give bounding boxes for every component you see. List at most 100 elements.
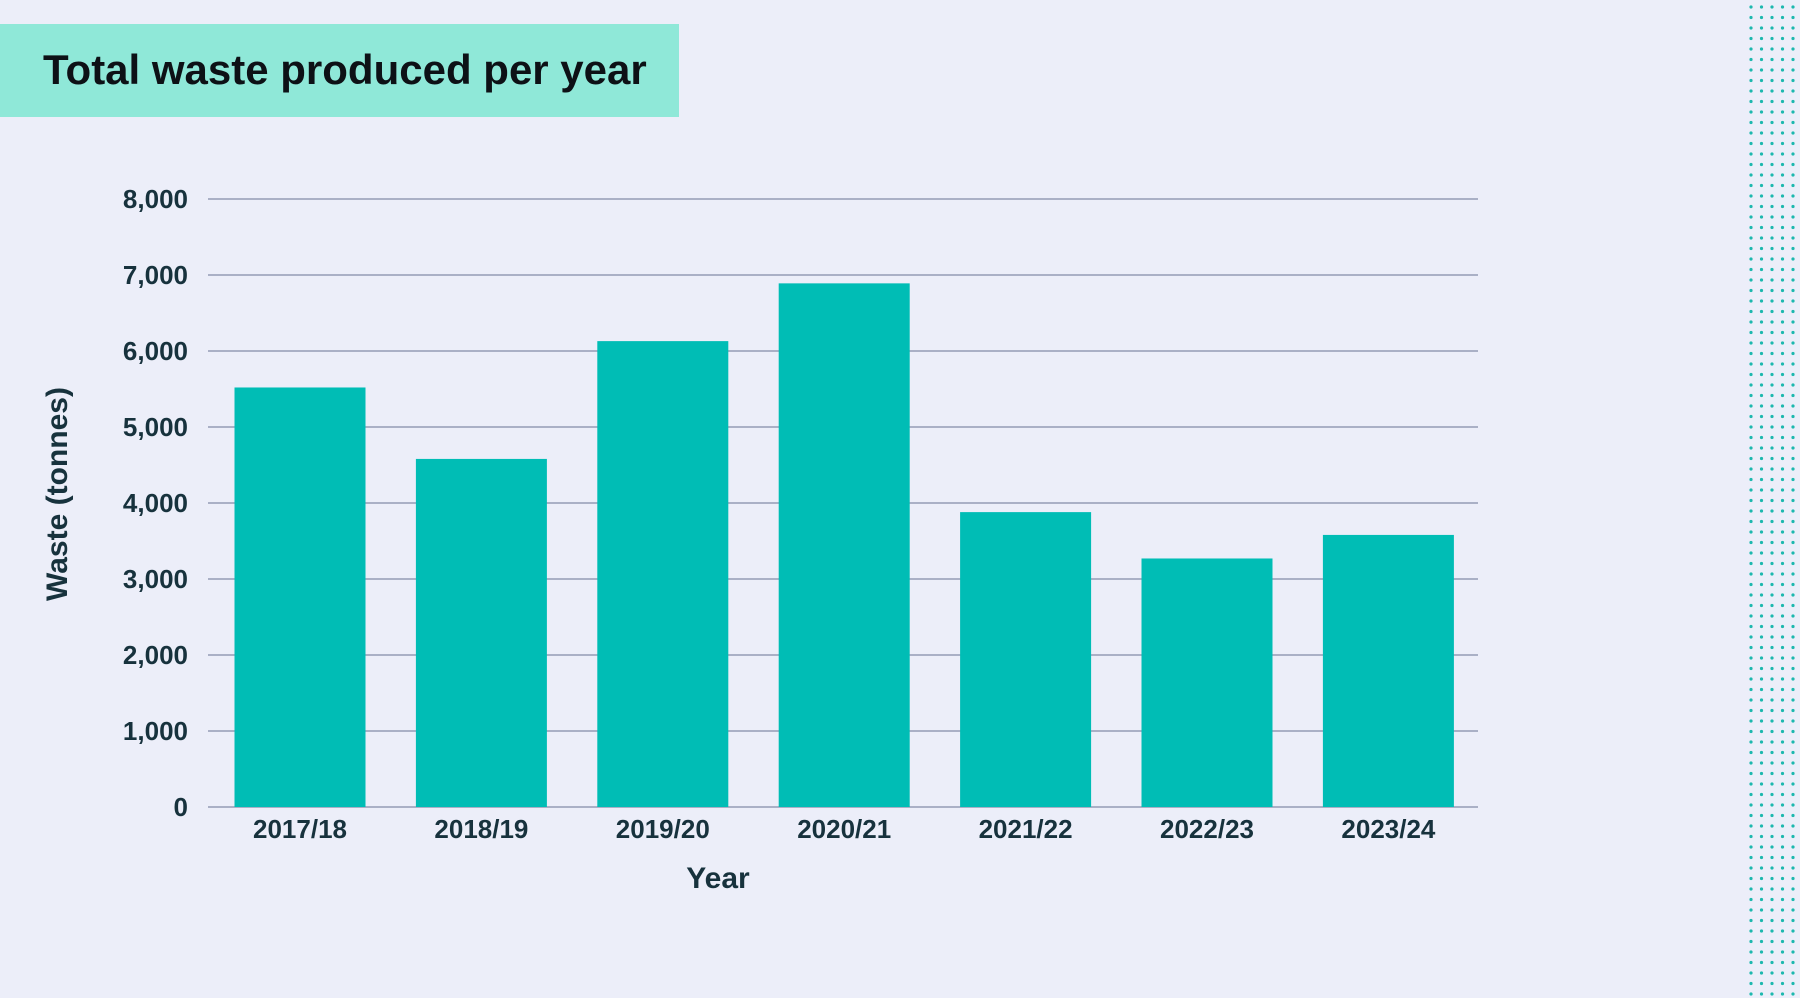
decoration-dot <box>1749 509 1753 513</box>
decoration-dot <box>1759 750 1764 755</box>
decoration-dot <box>1749 687 1753 692</box>
decoration-dot <box>1780 771 1785 776</box>
decoration-dot <box>1759 708 1764 713</box>
decoration-dot <box>1749 372 1753 377</box>
decoration-dot <box>1791 78 1795 83</box>
decoration-dot <box>1780 362 1785 366</box>
decoration-dot <box>1759 981 1764 986</box>
decoration-dot <box>1759 330 1764 335</box>
decoration-dot <box>1759 719 1764 723</box>
decoration-dot <box>1759 876 1764 881</box>
decoration-dot <box>1780 992 1785 996</box>
decoration-dot <box>1780 467 1785 471</box>
decoration-dot <box>1770 561 1774 566</box>
decoration-dot <box>1759 782 1764 786</box>
decoration-dot <box>1759 309 1764 314</box>
decoration-dot <box>1780 236 1785 240</box>
decoration-dot <box>1770 918 1774 923</box>
decoration-dot <box>1791 267 1795 272</box>
decoration-dot <box>1780 897 1785 902</box>
decoration-dot <box>1759 992 1764 996</box>
decoration-dot <box>1780 15 1785 20</box>
decoration-dot <box>1770 540 1774 545</box>
decoration-dot <box>1749 456 1753 461</box>
decoration-dot <box>1759 939 1764 944</box>
decoration-dot <box>1759 824 1764 828</box>
decoration-dot <box>1780 561 1785 566</box>
decoration-dot <box>1770 257 1774 261</box>
decoration-dot <box>1770 887 1774 891</box>
decoration-dot <box>1780 866 1785 870</box>
decoration-dot <box>1780 824 1785 828</box>
decoration-dot <box>1759 593 1764 597</box>
decoration-dot <box>1749 351 1753 356</box>
decoration-dot <box>1749 582 1753 587</box>
decoration-dot <box>1759 656 1764 660</box>
decoration-dot <box>1759 477 1764 482</box>
decoration-dot <box>1749 519 1753 524</box>
decoration-dot <box>1780 435 1785 440</box>
decoration-dot <box>1780 320 1785 324</box>
decoration-dot <box>1770 992 1774 996</box>
decoration-dot <box>1780 761 1785 765</box>
decoration-dot <box>1759 519 1764 524</box>
decoration-dot <box>1770 750 1774 755</box>
decoration-dot <box>1759 36 1764 41</box>
decoration-dot <box>1791 330 1795 335</box>
decoration-dot <box>1770 656 1774 660</box>
decoration-dot <box>1791 939 1795 944</box>
decoration-dot <box>1791 372 1795 377</box>
decoration-dot <box>1770 488 1774 492</box>
decoration-dot <box>1749 719 1753 723</box>
decoration-dot <box>1770 194 1774 198</box>
decoration-dot <box>1759 813 1764 818</box>
decoration-dot <box>1780 929 1785 933</box>
decoration-dot <box>1759 834 1764 839</box>
decoration-dot <box>1749 435 1753 440</box>
decoration-dot <box>1759 57 1764 62</box>
decoration-dot <box>1749 834 1753 839</box>
decoration-dot <box>1759 855 1764 860</box>
decoration-dot <box>1749 26 1753 30</box>
decoration-dot <box>1770 162 1774 167</box>
decoration-dot <box>1791 687 1795 692</box>
decoration-dot <box>1770 425 1774 429</box>
decoration-dot <box>1749 666 1753 671</box>
decoration-dot <box>1791 950 1795 954</box>
decoration-dot <box>1770 330 1774 335</box>
decoration-dot <box>1791 68 1795 72</box>
decoration-dot <box>1749 152 1753 156</box>
decoration-dot <box>1791 456 1795 461</box>
decoration-dot <box>1770 141 1774 146</box>
decoration-dot <box>1791 593 1795 597</box>
decoration-dot <box>1780 908 1785 912</box>
title-banner: Total waste produced per year <box>0 24 679 117</box>
decoration-dot <box>1749 866 1753 870</box>
decoration-dot <box>1770 351 1774 356</box>
decoration-dot <box>1791 530 1795 534</box>
decoration-dot <box>1749 677 1753 681</box>
decoration-dot <box>1749 572 1753 576</box>
decoration-dot <box>1780 162 1785 167</box>
decoration-dot <box>1780 729 1785 734</box>
decoration-dot <box>1759 645 1764 650</box>
decoration-dot <box>1770 404 1774 408</box>
decoration-dot <box>1759 110 1764 114</box>
decoration-dot <box>1749 362 1753 366</box>
decoration-dot <box>1780 330 1785 335</box>
decoration-dot <box>1759 320 1764 324</box>
bar <box>778 283 910 807</box>
decoration-dot <box>1749 99 1753 104</box>
decoration-dot <box>1791 257 1795 261</box>
bar <box>1322 534 1454 807</box>
decoration-dot <box>1759 15 1764 20</box>
decoration-dot <box>1780 26 1785 30</box>
decoration-dot <box>1791 824 1795 828</box>
decoration-dot <box>1759 99 1764 104</box>
bar <box>234 387 366 807</box>
decoration-dot <box>1791 152 1795 156</box>
decoration-dot <box>1770 551 1774 555</box>
decoration-dot <box>1780 47 1785 51</box>
decoration-dot <box>1780 414 1785 419</box>
decoration-dot <box>1770 519 1774 524</box>
